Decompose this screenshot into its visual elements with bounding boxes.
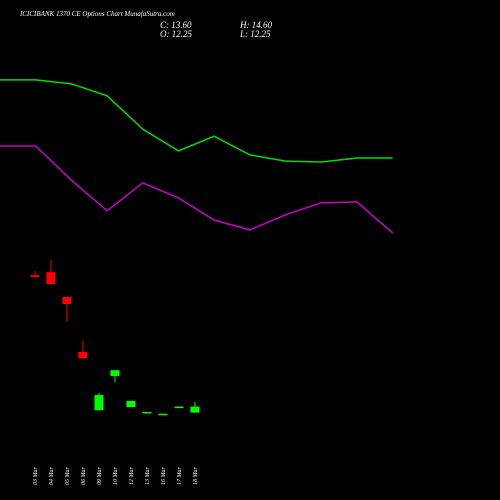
x-tick-label: 12 Mar <box>129 467 135 485</box>
candle-body <box>110 370 120 376</box>
candle-body <box>46 272 56 285</box>
candle-body <box>126 400 136 408</box>
candle-body <box>78 352 88 359</box>
candle-body <box>190 406 200 413</box>
line-series <box>0 79 393 163</box>
info-close: C: 13.60 <box>160 20 192 30</box>
x-tick-label: 17 Mar <box>177 467 183 485</box>
x-tick-label: 03 Mar <box>33 467 39 485</box>
candle-body <box>30 275 40 277</box>
candle-body <box>62 296 72 305</box>
x-tick-label: 18 Mar <box>193 467 199 485</box>
info-low: L: 12.25 <box>239 29 271 39</box>
chart-title: ICICIBANK 1370 CE Options Chart MunafaSu… <box>19 10 175 18</box>
info-high: H: 14.60 <box>239 20 272 30</box>
x-tick-label: 10 Mar <box>113 467 119 485</box>
candle-body <box>94 395 104 411</box>
candle-body <box>158 413 168 416</box>
x-tick-label: 13 Mar <box>145 467 151 485</box>
candle-body <box>142 411 152 414</box>
x-tick-label: 04 Mar <box>48 467 55 485</box>
candle-body <box>174 406 184 409</box>
x-tick-label: 16 Mar <box>161 467 167 485</box>
line-series <box>0 145 394 234</box>
x-tick-label: 09 Mar <box>97 467 103 485</box>
x-tick-label: 05 Mar <box>65 467 71 485</box>
x-tick-label: 06 Mar <box>81 467 87 485</box>
info-open: O: 12.25 <box>160 29 192 39</box>
